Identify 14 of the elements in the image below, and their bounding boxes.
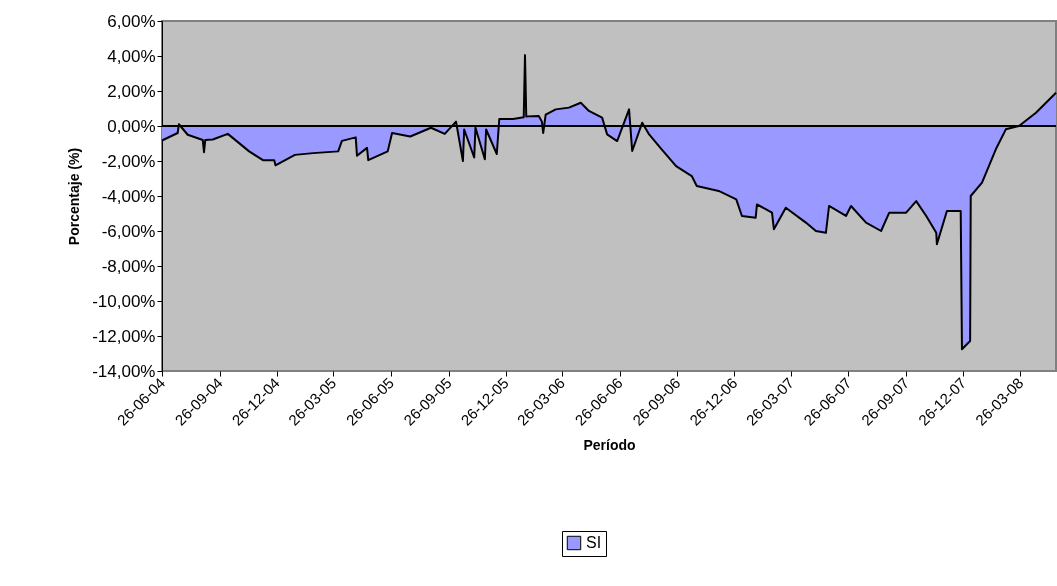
y-tick-label: -4,00%: [101, 186, 156, 206]
y-tick-label: -12,00%: [92, 326, 156, 346]
y-tick-label: 6,00%: [107, 11, 156, 31]
y-tick-label: -10,00%: [92, 291, 156, 311]
x-axis-title: Período: [583, 436, 636, 453]
legend-label: SI: [586, 534, 602, 551]
y-tick-label: -6,00%: [101, 221, 156, 241]
y-tick-label: 2,00%: [107, 81, 156, 101]
y-tick-label: 4,00%: [107, 46, 156, 66]
y-tick-label: -2,00%: [101, 151, 156, 171]
y-tick-label: -8,00%: [101, 256, 156, 276]
y-tick-label: -14,00%: [92, 361, 156, 381]
y-tick-label: 0,00%: [107, 116, 156, 136]
y-axis-title: Porcentaje (%): [66, 147, 83, 246]
